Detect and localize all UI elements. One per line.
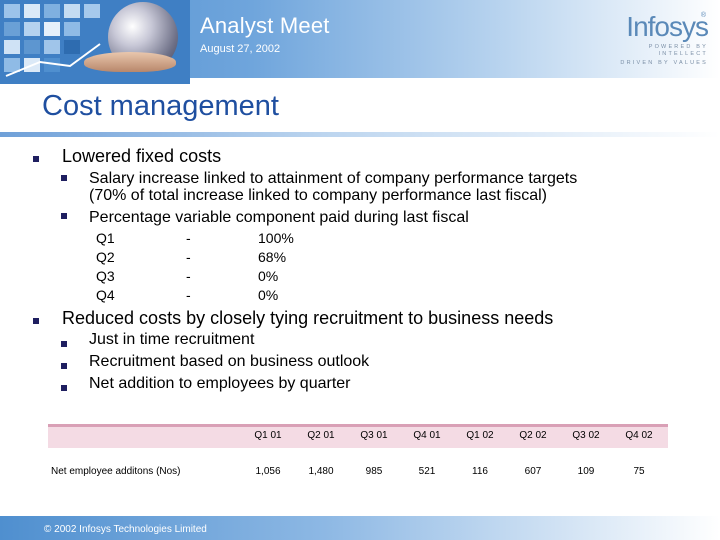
footer-band bbox=[0, 516, 720, 540]
slide-title: Cost management bbox=[42, 90, 279, 122]
quarter-dash: - bbox=[186, 287, 191, 303]
quarter-label: Q3 bbox=[96, 268, 115, 284]
quarter-dash: - bbox=[186, 249, 191, 265]
table-top-rule bbox=[48, 424, 668, 427]
table-header-cell: Q2 01 bbox=[307, 430, 335, 441]
bullet-fixed-costs: Lowered fixed costs bbox=[62, 146, 222, 166]
table-cell: 607 bbox=[524, 466, 542, 477]
sub-bullet-icon bbox=[61, 341, 67, 347]
sub-bullet-icon bbox=[61, 385, 67, 391]
table-header-cell: Q1 02 bbox=[466, 430, 494, 441]
quarter-label: Q4 bbox=[96, 287, 115, 303]
quarter-label: Q1 bbox=[96, 230, 115, 246]
table-cell: 521 bbox=[418, 466, 436, 477]
sub-bullet-icon bbox=[61, 175, 67, 181]
sub-bullet-variable: Percentage variable component paid durin… bbox=[89, 209, 469, 226]
sub-bullet-net-addition: Net addition to employees by quarter bbox=[89, 375, 351, 392]
header-date: August 27, 2002 bbox=[200, 43, 281, 55]
table-header-cell: Q3 01 bbox=[360, 430, 388, 441]
logo-tagline-2: DRIVEN BY VALUES bbox=[620, 60, 708, 66]
title-divider bbox=[0, 132, 720, 137]
sub-bullet-icon bbox=[61, 363, 67, 369]
table-cell: 985 bbox=[365, 466, 383, 477]
quarter-dash: - bbox=[186, 230, 191, 246]
table-header-cell: Q2 02 bbox=[519, 430, 547, 441]
logo-wordmark: Infosys bbox=[626, 11, 709, 42]
table-row-label: Net employee additons (Nos) bbox=[51, 466, 181, 477]
sub-bullet-salary: Salary increase linked to attainment of … bbox=[89, 170, 578, 187]
bullet-icon bbox=[33, 156, 39, 162]
quarter-label: Q2 bbox=[96, 249, 115, 265]
sub-bullet-salary-note: (70% of total increase linked to company… bbox=[89, 187, 547, 204]
header-image bbox=[0, 0, 190, 84]
header-title: Analyst Meet bbox=[200, 13, 330, 38]
quarter-percent: 68% bbox=[258, 249, 287, 265]
sub-bullet-jit: Just in time recruitment bbox=[89, 331, 255, 348]
hand-icon bbox=[84, 52, 176, 72]
sub-bullet-outlook: Recruitment based on business outlook bbox=[89, 353, 370, 370]
logo-registered-mark: ® bbox=[700, 12, 706, 19]
logo-tagline-1: POWERED BY INTELLECT bbox=[648, 44, 708, 57]
sub-bullet-icon bbox=[61, 213, 67, 219]
quarter-percent: 0% bbox=[258, 287, 279, 303]
table-cell: 116 bbox=[472, 466, 488, 477]
table-header-cell: Q4 02 bbox=[625, 430, 653, 441]
footer-copyright: © 2002 Infosys Technologies Limited bbox=[44, 524, 207, 535]
table-header-cell: Q1 01 bbox=[254, 430, 282, 441]
table-header-cell: Q3 02 bbox=[572, 430, 600, 441]
table-cell: 109 bbox=[577, 466, 595, 477]
infosys-logo: Infosys ® POWERED BY INTELLECT DRIVEN BY… bbox=[598, 11, 709, 67]
table-cell: 75 bbox=[633, 466, 645, 477]
quarter-dash: - bbox=[186, 268, 191, 284]
table-cell: 1,480 bbox=[308, 466, 334, 477]
quarter-percent: 0% bbox=[258, 268, 279, 284]
quarter-percent: 100% bbox=[258, 230, 294, 246]
bullet-reduced-costs: Reduced costs by closely tying recruitme… bbox=[62, 308, 554, 328]
table-header-cell: Q4 01 bbox=[413, 430, 441, 441]
table-header-band bbox=[48, 426, 668, 448]
table-cell: 1,056 bbox=[255, 466, 281, 477]
bullet-icon bbox=[33, 318, 39, 324]
